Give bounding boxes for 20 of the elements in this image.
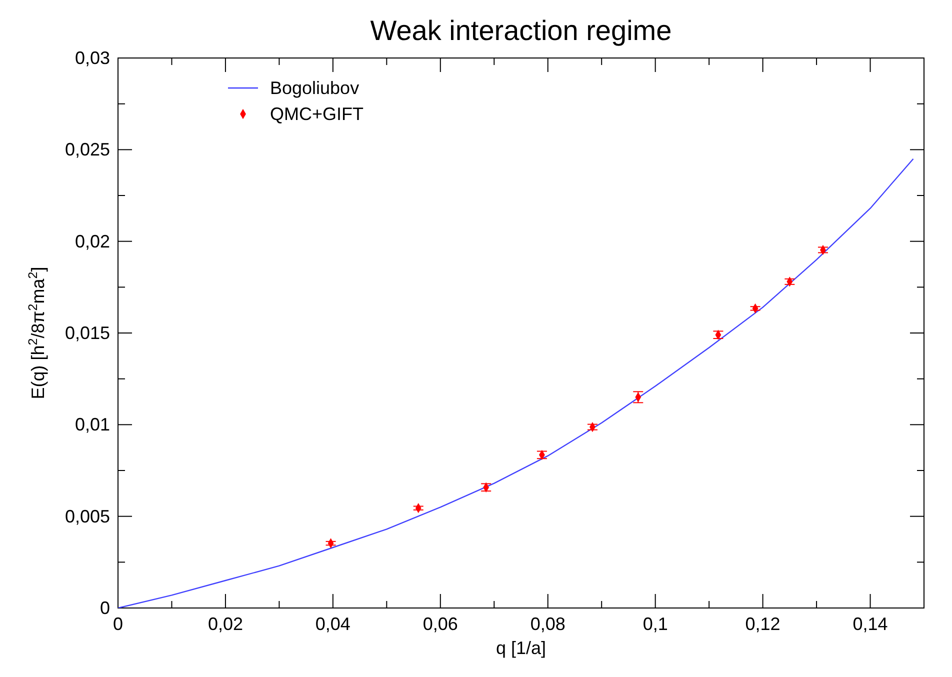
y-tick-label: 0 (100, 598, 110, 618)
line-series (118, 158, 914, 608)
x-tick-label: 0,1 (642, 614, 668, 634)
x-tick-label: 0,04 (315, 614, 350, 634)
x-tick-label: 0,12 (745, 614, 780, 634)
x-tick-label: 0,14 (852, 614, 888, 634)
y-tick-label: 0,015 (64, 323, 110, 343)
x-tick-label: 0,06 (422, 614, 458, 634)
y-tick-label: 0,025 (64, 140, 110, 160)
chart-title: Weak interaction regime (370, 15, 672, 46)
legend-label: QMC+GIFT (270, 104, 364, 124)
y-tick-label: 0,03 (74, 48, 110, 68)
x-tick-label: 0,08 (530, 614, 566, 634)
y-tick-label: 0,01 (74, 414, 110, 435)
y-tick-label: 0,005 (64, 506, 110, 526)
x-tick-label: 0,02 (208, 614, 243, 634)
y-tick-label: 0,02 (74, 231, 110, 252)
legend-label: Bogoliubov (270, 78, 360, 98)
x-tick-label: 0 (112, 614, 124, 634)
x-axis-title: q [1/a] (496, 638, 546, 658)
